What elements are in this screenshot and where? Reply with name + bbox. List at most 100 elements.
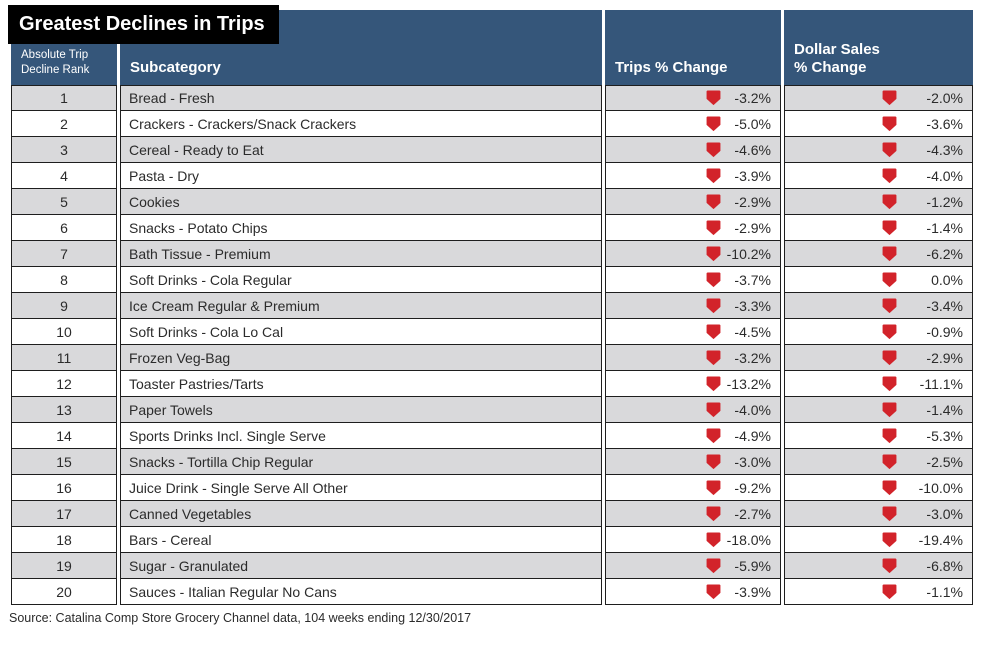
rank-cell: 6 xyxy=(11,215,117,241)
decline-down-arrow-icon xyxy=(706,90,721,106)
dollar-sales-change-cell: -4.0% xyxy=(784,163,973,189)
table-row: 20 Sauces - Italian Regular No Cans -3.9… xyxy=(11,579,973,605)
trips-change-cell: -3.9% xyxy=(605,163,781,189)
table-row: 9 Ice Cream Regular & Premium -3.3% -3.4… xyxy=(11,293,973,319)
trips-change-group: -3.9% xyxy=(606,584,771,600)
rank-cell: 19 xyxy=(11,553,117,579)
table-row: 1 Bread - Fresh -3.2% -2.0% xyxy=(11,85,973,111)
subcategory-cell: Toaster Pastries/Tarts xyxy=(120,371,602,397)
dollar-sales-change-cell: -3.0% xyxy=(784,501,973,527)
source-note: Source: Catalina Comp Store Grocery Chan… xyxy=(9,611,472,625)
rank-cell: 2 xyxy=(11,111,117,137)
trips-change-cell: -4.6% xyxy=(605,137,781,163)
table-row: 12 Toaster Pastries/Tarts -13.2% -11.1% xyxy=(11,371,973,397)
trips-change-value: -4.0% xyxy=(734,401,771,418)
decline-down-arrow-icon xyxy=(882,246,897,261)
dollar-sales-change-value: -2.0% xyxy=(926,90,963,106)
trips-change-group: -4.6% xyxy=(606,142,771,158)
dollar-sales-change-group: 0.0% xyxy=(785,272,963,288)
trips-change-group: -3.2% xyxy=(606,90,771,106)
trips-change-cell: -4.0% xyxy=(605,397,781,423)
dollar-sales-change-group: -3.6% xyxy=(785,116,963,132)
col-header-dollar-sales-change: Dollar Sales % Change xyxy=(784,10,973,85)
trips-change-group: -3.3% xyxy=(606,298,771,314)
trips-change-group: -13.2% xyxy=(606,376,771,392)
table-row: 5 Cookies -2.9% -1.2% xyxy=(11,189,973,215)
rank-cell: 7 xyxy=(11,241,117,267)
subcategory-cell: Bath Tissue - Premium xyxy=(120,241,602,267)
trips-change-cell: -9.2% xyxy=(605,475,781,501)
table-row: 19 Sugar - Granulated -5.9% -6.8% xyxy=(11,553,973,579)
dollar-sales-change-group: -4.3% xyxy=(785,142,963,158)
subcategory-cell: Pasta - Dry xyxy=(120,163,602,189)
dollar-sales-change-cell: -10.0% xyxy=(784,475,973,501)
table-row: 6 Snacks - Potato Chips -2.9% -1.4% xyxy=(11,215,973,241)
subcategory-cell: Crackers - Crackers/Snack Crackers xyxy=(120,111,602,137)
trips-change-value: -2.7% xyxy=(734,505,771,522)
trips-change-value: -2.9% xyxy=(734,219,771,236)
rank-cell: 20 xyxy=(11,579,117,605)
rank-cell: 17 xyxy=(11,501,117,527)
decline-down-arrow-icon xyxy=(706,376,721,391)
decline-down-arrow-icon xyxy=(706,532,721,547)
rank-cell: 5 xyxy=(11,189,117,215)
decline-down-arrow-icon xyxy=(882,90,897,106)
dollar-sales-change-group: -2.9% xyxy=(785,350,963,366)
rank-cell: 11 xyxy=(11,345,117,371)
dollar-sales-change-cell: -3.4% xyxy=(784,293,973,319)
trips-change-value: -3.0% xyxy=(734,453,771,470)
dollar-sales-change-cell: -2.9% xyxy=(784,345,973,371)
decline-down-arrow-icon xyxy=(706,246,721,261)
dollar-sales-change-value: -1.4% xyxy=(926,219,963,236)
trips-change-value: -4.6% xyxy=(734,141,771,158)
decline-down-arrow-icon xyxy=(706,350,721,365)
trips-change-group: -2.9% xyxy=(606,194,771,210)
dollar-sales-change-cell: -1.1% xyxy=(784,579,973,605)
decline-down-arrow-icon xyxy=(882,376,897,391)
table-row: 13 Paper Towels -4.0% -1.4% xyxy=(11,397,973,423)
trips-change-cell: -4.9% xyxy=(605,423,781,449)
trips-change-value: -3.9% xyxy=(734,583,771,600)
decline-down-arrow-icon xyxy=(882,402,897,417)
decline-down-arrow-icon xyxy=(882,558,897,573)
decline-down-arrow-icon xyxy=(882,168,897,183)
dollar-sales-change-group: -1.1% xyxy=(785,584,963,600)
dollar-sales-change-value: -3.6% xyxy=(926,115,963,132)
dollar-sales-change-cell: 0.0% xyxy=(784,267,973,293)
trips-change-value: -3.3% xyxy=(734,297,771,314)
dollar-sales-change-value: -0.9% xyxy=(926,323,963,340)
decline-down-arrow-icon xyxy=(882,428,897,443)
trips-change-cell: -3.2% xyxy=(605,85,781,111)
trips-change-value: -4.5% xyxy=(734,323,771,340)
decline-down-arrow-icon xyxy=(706,506,721,521)
trips-change-group: -5.9% xyxy=(606,558,771,574)
trips-change-group: -3.2% xyxy=(606,350,771,366)
dollar-sales-change-cell: -0.9% xyxy=(784,319,973,345)
subcategory-cell: Soft Drinks - Cola Regular xyxy=(120,267,602,293)
trips-change-cell: -18.0% xyxy=(605,527,781,553)
rank-cell: 9 xyxy=(11,293,117,319)
dollar-sales-change-group: -1.4% xyxy=(785,402,963,418)
dollar-sales-change-cell: -5.3% xyxy=(784,423,973,449)
dollar-sales-change-value: -6.2% xyxy=(926,245,963,262)
trips-change-cell: -3.2% xyxy=(605,345,781,371)
rank-cell: 16 xyxy=(11,475,117,501)
data-table: Absolute Trip Decline Rank Subcategory T… xyxy=(8,10,976,605)
dollar-sales-change-group: -0.9% xyxy=(785,324,963,340)
dollar-sales-change-value: -4.0% xyxy=(926,167,963,184)
trips-change-cell: -3.9% xyxy=(605,579,781,605)
dollar-sales-change-value: -3.4% xyxy=(926,297,963,314)
subcategory-cell: Bars - Cereal xyxy=(120,527,602,553)
subcategory-cell: Cookies xyxy=(120,189,602,215)
dollar-sales-change-group: -5.3% xyxy=(785,428,963,444)
table-row: 11 Frozen Veg-Bag -3.2% -2.9% xyxy=(11,345,973,371)
col-header-trips-change: Trips % Change xyxy=(605,10,781,85)
dollar-sales-change-value: -10.0% xyxy=(918,479,963,496)
dollar-sales-change-value: -19.4% xyxy=(918,531,963,548)
trips-change-group: -5.0% xyxy=(606,116,771,132)
decline-down-arrow-icon xyxy=(706,168,721,183)
decline-down-arrow-icon xyxy=(882,350,897,365)
trips-change-group: -4.5% xyxy=(606,324,771,340)
rank-cell: 10 xyxy=(11,319,117,345)
dollar-sales-change-group: -4.0% xyxy=(785,168,963,184)
